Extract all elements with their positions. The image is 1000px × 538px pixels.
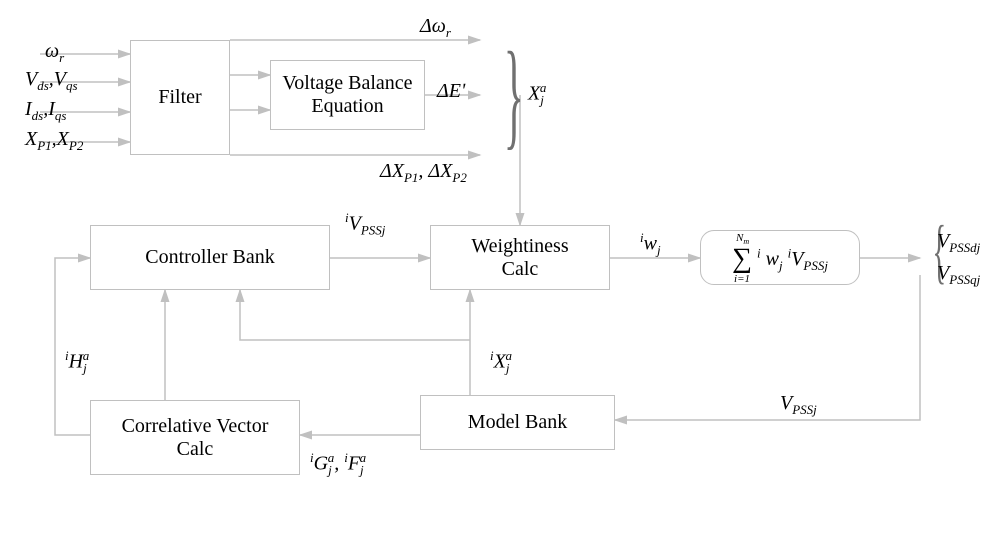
label-vpssj: VPSSj: [780, 392, 817, 418]
vbe-label: Voltage Balance Equation: [282, 72, 412, 118]
input-wr: ωr: [45, 40, 64, 66]
filter-label: Filter: [158, 86, 201, 109]
label-iwj: iwj: [640, 230, 661, 259]
input-xp: XP1,XP2: [25, 128, 83, 154]
correlative-label: Correlative Vector Calc: [122, 415, 269, 461]
label-ixja: iXja: [490, 348, 512, 377]
sum-formula: Nm ∑ i=1 i wj iVPSSj: [732, 241, 828, 274]
label-xja: Xja: [528, 80, 546, 109]
filter-box: Filter: [130, 40, 230, 155]
label-dxp: ΔXP1, ΔXP2: [380, 160, 467, 186]
vbe-box: Voltage Balance Equation: [270, 60, 425, 130]
label-dw: Δωr: [420, 15, 451, 41]
brace-right: }: [504, 25, 524, 163]
label-ivpssj: iVPSSj: [345, 210, 385, 239]
input-idsiq: Ids,Iqs: [25, 98, 66, 124]
correlative-box: Correlative Vector Calc: [90, 400, 300, 475]
label-dE: ΔEʹ: [437, 80, 465, 103]
weightiness-label: Weightiness Calc: [471, 235, 568, 281]
input-vdsvqs: Vds,Vqs: [25, 68, 78, 94]
model-bank-label: Model Bank: [468, 411, 567, 434]
label-vpssdj: VPSSdj: [937, 230, 980, 256]
model-bank-box: Model Bank: [420, 395, 615, 450]
label-igfa: iGja, iFja: [310, 450, 366, 479]
label-vpssqj: VPSSqj: [937, 262, 980, 288]
weightiness-box: Weightiness Calc: [430, 225, 610, 290]
sum-box: Nm ∑ i=1 i wj iVPSSj: [700, 230, 860, 285]
controller-label: Controller Bank: [145, 246, 274, 269]
label-ihja: iHja: [65, 348, 89, 377]
controller-box: Controller Bank: [90, 225, 330, 290]
